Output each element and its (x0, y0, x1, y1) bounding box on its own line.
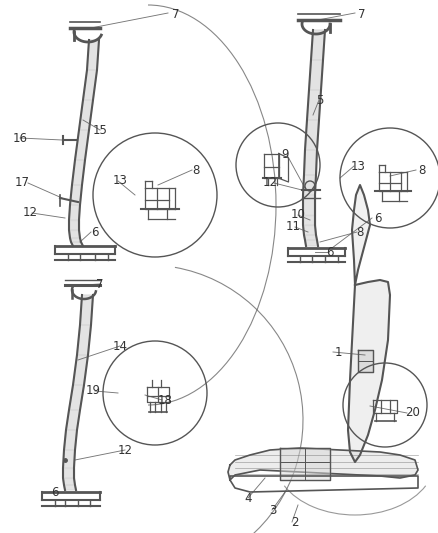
Text: 7: 7 (358, 7, 366, 20)
Polygon shape (66, 410, 80, 430)
Polygon shape (70, 238, 81, 242)
Polygon shape (303, 195, 315, 215)
Text: 16: 16 (13, 132, 28, 144)
Polygon shape (72, 160, 85, 185)
Text: 5: 5 (316, 93, 324, 107)
Text: 7: 7 (172, 7, 180, 20)
Polygon shape (79, 100, 93, 130)
Text: 14: 14 (113, 340, 127, 352)
Polygon shape (348, 280, 390, 462)
Text: 7: 7 (96, 278, 104, 290)
Polygon shape (73, 355, 88, 385)
Text: 11: 11 (286, 221, 300, 233)
Polygon shape (63, 468, 74, 478)
Text: 2: 2 (291, 515, 299, 529)
Polygon shape (305, 120, 319, 150)
Text: 12: 12 (117, 443, 133, 456)
Text: 10: 10 (290, 208, 305, 222)
Polygon shape (309, 60, 323, 90)
Text: 4: 4 (244, 491, 252, 505)
Polygon shape (87, 40, 99, 70)
Polygon shape (228, 448, 418, 480)
Text: 12: 12 (22, 206, 38, 220)
Text: 13: 13 (350, 159, 365, 173)
Text: 19: 19 (85, 384, 100, 398)
Polygon shape (305, 240, 318, 246)
Polygon shape (75, 130, 89, 160)
Text: 18: 18 (158, 393, 173, 407)
Polygon shape (64, 430, 77, 450)
Text: 9: 9 (281, 149, 289, 161)
Polygon shape (83, 70, 97, 100)
Text: 6: 6 (374, 212, 382, 224)
Text: 8: 8 (192, 164, 200, 176)
Polygon shape (69, 205, 80, 220)
Polygon shape (69, 385, 84, 410)
Text: 6: 6 (91, 225, 99, 238)
Polygon shape (63, 450, 75, 468)
Polygon shape (69, 230, 80, 238)
Text: 13: 13 (113, 174, 127, 188)
Polygon shape (304, 150, 317, 175)
Polygon shape (70, 185, 82, 205)
Polygon shape (311, 30, 325, 60)
Polygon shape (64, 485, 76, 490)
Text: 12: 12 (262, 176, 278, 190)
Text: 15: 15 (92, 124, 107, 136)
Text: 1: 1 (334, 345, 342, 359)
Polygon shape (63, 478, 75, 485)
Polygon shape (69, 220, 79, 230)
Text: 8: 8 (356, 225, 364, 238)
Text: 17: 17 (14, 176, 29, 190)
Text: 6: 6 (51, 487, 59, 499)
Polygon shape (303, 225, 316, 235)
Polygon shape (304, 235, 317, 240)
Text: 3: 3 (269, 504, 277, 516)
Polygon shape (280, 448, 330, 480)
Polygon shape (307, 90, 321, 120)
Polygon shape (358, 350, 373, 372)
Polygon shape (352, 185, 370, 285)
Polygon shape (80, 295, 93, 325)
Polygon shape (303, 175, 316, 195)
Polygon shape (71, 242, 83, 246)
Text: 8: 8 (418, 164, 426, 176)
Text: 6: 6 (326, 246, 334, 259)
Text: 20: 20 (406, 407, 420, 419)
Polygon shape (303, 215, 315, 225)
Polygon shape (77, 325, 91, 355)
